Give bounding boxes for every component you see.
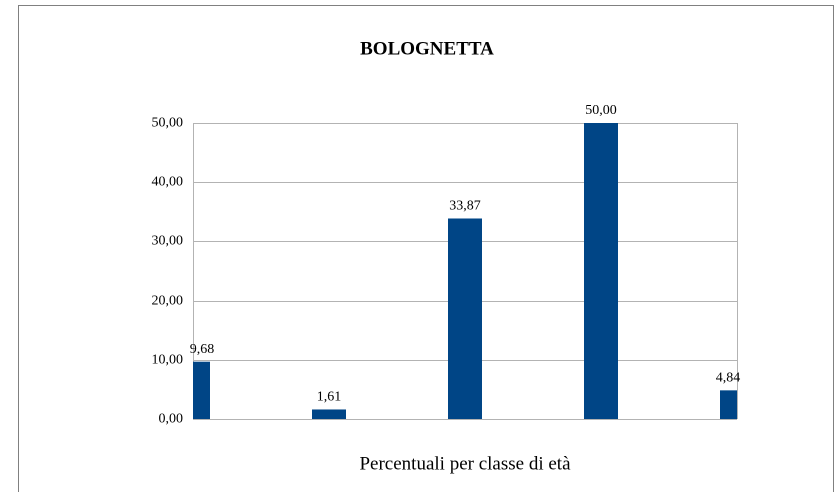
bar bbox=[448, 218, 482, 419]
y-tick-label: 50,00 bbox=[152, 116, 184, 131]
data-label: 9,68 bbox=[190, 342, 215, 357]
data-label: 50,00 bbox=[585, 103, 617, 118]
bar bbox=[193, 361, 210, 419]
y-tick-label: 20,00 bbox=[152, 294, 184, 309]
y-tick-label: 10,00 bbox=[152, 353, 184, 368]
bar bbox=[720, 390, 737, 419]
bar bbox=[584, 123, 618, 419]
y-tick-label: 40,00 bbox=[152, 175, 184, 190]
bar bbox=[312, 409, 346, 419]
chart-title: BOLOGNETTA bbox=[360, 38, 494, 59]
y-tick-label: 0,00 bbox=[159, 412, 184, 427]
data-label: 33,87 bbox=[449, 199, 481, 214]
data-label: 4,84 bbox=[716, 371, 741, 386]
x-axis-label: Percentuali per classe di età bbox=[359, 453, 571, 474]
data-label: 1,61 bbox=[317, 390, 342, 405]
y-tick-label: 30,00 bbox=[152, 234, 184, 249]
